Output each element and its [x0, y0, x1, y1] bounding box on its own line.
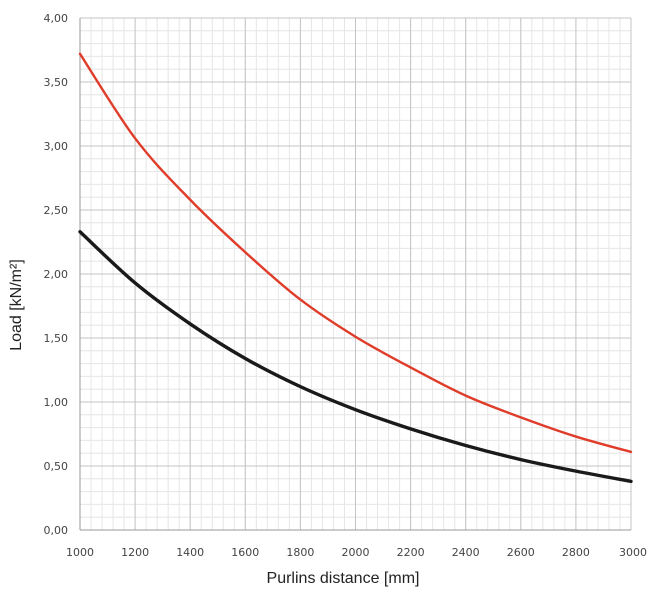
- y-tick-label: 1,50: [44, 332, 69, 345]
- x-tick-label: 1000: [66, 546, 94, 559]
- x-tick-labels: 1000 1200 1400 1600 1800 2000 2200 2400 2600 2800…: [66, 546, 647, 559]
- x-tick-label: 1600: [231, 546, 259, 559]
- x-tick-label: 2200: [397, 546, 425, 559]
- grid: [79, 17, 632, 531]
- y-tick-label: 2,50: [44, 204, 69, 217]
- x-tick-label: 2000: [342, 546, 370, 559]
- series-line-1: [78, 52, 633, 454]
- y-tick-label: 2,00: [44, 268, 69, 281]
- x-tick-label: 2800: [562, 546, 590, 559]
- y-tick-label: 3,50: [44, 76, 69, 89]
- x-tick-label: 2600: [507, 546, 535, 559]
- y-tick-label: 3,00: [44, 140, 69, 153]
- series-lines: [78, 52, 633, 484]
- y-tick-label: 0,00: [44, 524, 69, 537]
- x-tick-label: 3000: [619, 546, 647, 559]
- y-tick-label: 1,00: [44, 396, 69, 409]
- y-tick-labels: 0,00 0,50 1,00 1,50 2,00 2,50 3,00 3,50 4,00: [44, 12, 69, 537]
- y-tick-label: 4,00: [44, 12, 69, 25]
- x-tick-label: 1400: [176, 546, 204, 559]
- y-axis-label: Load [kN/m²]: [8, 259, 25, 351]
- series-line-2: [78, 230, 633, 484]
- x-tick-label: 1200: [121, 546, 149, 559]
- y-tick-label: 0,50: [44, 460, 69, 473]
- x-tick-label: 2400: [452, 546, 480, 559]
- x-axis-label: Purlins distance [mm]: [267, 570, 420, 587]
- x-tick-label: 1800: [286, 546, 314, 559]
